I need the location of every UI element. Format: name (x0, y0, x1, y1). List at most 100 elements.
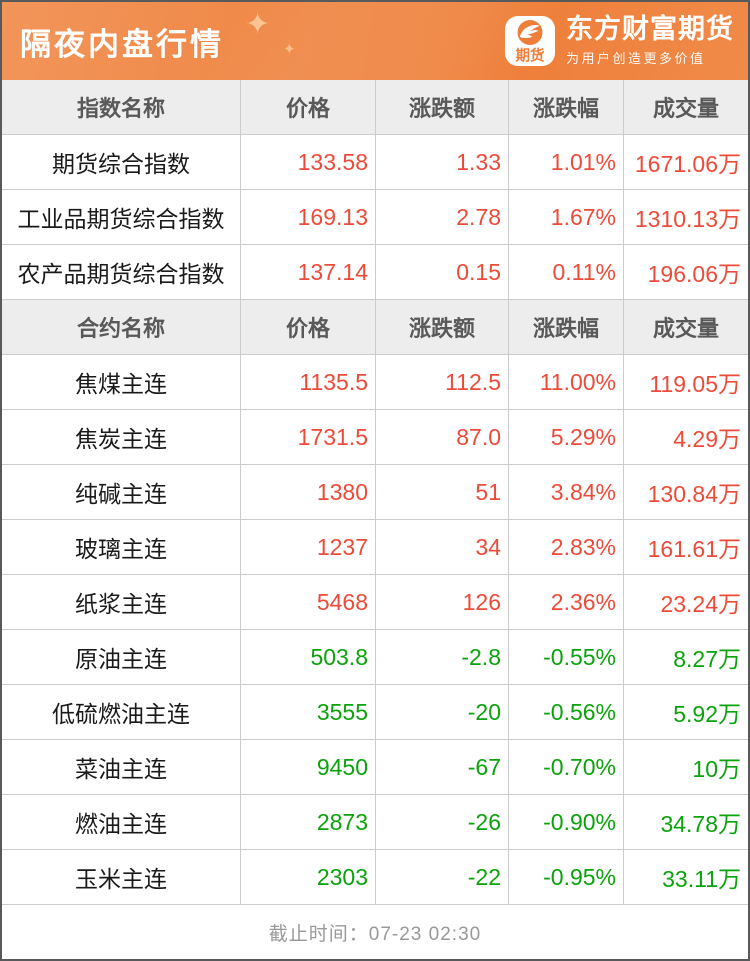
change-cell: 1.33 (375, 135, 508, 189)
price-cell: 3555 (240, 685, 375, 739)
instrument-name: 期货综合指数 (52, 151, 190, 177)
pct-cell: 3.84% (508, 465, 623, 519)
change-cell: -22 (375, 850, 508, 904)
column-header-name: 指数名称 (76, 96, 165, 121)
brand: 期货 东方财富期货 为用户创造更多价值 (505, 14, 734, 67)
price-cell: 137.14 (240, 245, 375, 299)
volume-cell: 196.06万 (623, 245, 748, 299)
change-cell: 0.15 (375, 245, 508, 299)
volume-cell: 4.29万 (623, 410, 748, 464)
change-cell: 51 (375, 465, 508, 519)
instrument-name: 纯碱主连 (75, 481, 167, 507)
column-header-name: 合约名称 (76, 316, 165, 341)
table-row: 焦炭主连 1731.5 87.0 5.29% 4.29万 (2, 410, 748, 465)
volume-cell: 1310.13万 (623, 190, 748, 244)
logo-badge-text: 期货 (516, 47, 545, 65)
column-header-change: 涨跌额 (375, 80, 508, 134)
column-header-volume: 成交量 (623, 300, 748, 354)
index-rows: 期货综合指数 133.58 1.33 1.01% 1671.06万 工业品期货综… (2, 135, 748, 300)
table-row: 焦煤主连 1135.5 112.5 11.00% 119.05万 (2, 355, 748, 410)
cutoff-time: 截止时间：07-23 02:30 (268, 924, 482, 945)
table-row: 玉米主连 2303 -22 -0.95% 33.11万 (2, 850, 748, 905)
pct-cell: 0.11% (508, 245, 623, 299)
page-title: 隔夜内盘行情 (20, 26, 224, 62)
column-header-change: 涨跌额 (375, 300, 508, 354)
column-header-pct: 涨跌幅 (508, 80, 623, 134)
pct-cell: -0.95% (508, 850, 623, 904)
price-cell: 503.8 (240, 630, 375, 684)
change-cell: 2.78 (375, 190, 508, 244)
brand-text: 东方财富期货 为用户创造更多价值 (566, 14, 734, 67)
table-row: 燃油主连 2873 -26 -0.90% 34.78万 (2, 795, 748, 850)
change-cell: -26 (375, 795, 508, 849)
pct-cell: 2.83% (508, 520, 623, 574)
price-cell: 133.58 (240, 135, 375, 189)
price-cell: 169.13 (240, 190, 375, 244)
brand-name: 东方财富期货 (566, 14, 734, 45)
pct-cell: -0.56% (508, 685, 623, 739)
instrument-name: 原油主连 (75, 646, 167, 672)
instrument-name: 燃油主连 (75, 811, 167, 837)
sparkle-icon: ✦ (245, 8, 271, 41)
price-cell: 5468 (240, 575, 375, 629)
column-header-price: 价格 (240, 80, 375, 134)
table-row: 期货综合指数 133.58 1.33 1.01% 1671.06万 (2, 135, 748, 190)
brand-slogan: 为用户创造更多价值 (566, 50, 706, 66)
pct-cell: 1.67% (508, 190, 623, 244)
price-cell: 9450 (240, 740, 375, 794)
sparkle-icon: ✦ (283, 41, 296, 58)
volume-cell: 5.92万 (623, 685, 748, 739)
pct-cell: 2.36% (508, 575, 623, 629)
contract-section-header: 合约名称 价格 涨跌额 涨跌幅 成交量 (2, 300, 748, 355)
table-row: 菜油主连 9450 -67 -0.70% 10万 (2, 740, 748, 795)
volume-cell: 34.78万 (623, 795, 748, 849)
column-header-volume: 成交量 (623, 80, 748, 134)
pct-cell: -0.55% (508, 630, 623, 684)
instrument-name: 焦煤主连 (75, 371, 167, 397)
change-cell: 87.0 (375, 410, 508, 464)
volume-cell: 1671.06万 (623, 135, 748, 189)
table-row: 纯碱主连 1380 51 3.84% 130.84万 (2, 465, 748, 520)
table-row: 原油主连 503.8 -2.8 -0.55% 8.27万 (2, 630, 748, 685)
price-cell: 2873 (240, 795, 375, 849)
instrument-name: 玻璃主连 (75, 536, 167, 562)
instrument-name: 低硫燃油主连 (52, 701, 190, 727)
pct-cell: 1.01% (508, 135, 623, 189)
volume-cell: 10万 (623, 740, 748, 794)
change-cell: 112.5 (375, 355, 508, 409)
instrument-name: 焦炭主连 (75, 426, 167, 452)
change-cell: 126 (375, 575, 508, 629)
contract-rows: 焦煤主连 1135.5 112.5 11.00% 119.05万 焦炭主连 17… (2, 355, 748, 905)
volume-cell: 161.61万 (623, 520, 748, 574)
table-row: 农产品期货综合指数 137.14 0.15 0.11% 196.06万 (2, 245, 748, 300)
table-row: 工业品期货综合指数 169.13 2.78 1.67% 1310.13万 (2, 190, 748, 245)
volume-cell: 8.27万 (623, 630, 748, 684)
pct-cell: -0.70% (508, 740, 623, 794)
change-cell: -67 (375, 740, 508, 794)
pct-cell: -0.90% (508, 795, 623, 849)
change-cell: -2.8 (375, 630, 508, 684)
instrument-name: 纸浆主连 (75, 591, 167, 617)
price-cell: 1135.5 (240, 355, 375, 409)
instrument-name: 工业品期货综合指数 (17, 206, 225, 232)
volume-cell: 119.05万 (623, 355, 748, 409)
banner: 隔夜内盘行情 ✦ ✦ 期货 东方财富期货 为用户创造更多价值 (2, 2, 748, 80)
instrument-name: 菜油主连 (75, 756, 167, 782)
table-row: 玻璃主连 1237 34 2.83% 161.61万 (2, 520, 748, 575)
brand-logo-icon: 期货 (505, 16, 555, 66)
volume-cell: 23.24万 (623, 575, 748, 629)
price-cell: 1731.5 (240, 410, 375, 464)
change-cell: -20 (375, 685, 508, 739)
index-section-header: 指数名称 价格 涨跌额 涨跌幅 成交量 (2, 80, 748, 135)
table-row: 纸浆主连 5468 126 2.36% 23.24万 (2, 575, 748, 630)
instrument-name: 玉米主连 (75, 866, 167, 892)
pct-cell: 5.29% (508, 410, 623, 464)
price-cell: 1380 (240, 465, 375, 519)
instrument-name: 农产品期货综合指数 (17, 261, 225, 287)
price-cell: 2303 (240, 850, 375, 904)
quotes-table: 指数名称 价格 涨跌额 涨跌幅 成交量 期货综合指数 133.58 1.33 1… (2, 80, 748, 960)
footer: 截止时间：07-23 02:30 (2, 905, 748, 960)
change-cell: 34 (375, 520, 508, 574)
column-header-pct: 涨跌幅 (508, 300, 623, 354)
